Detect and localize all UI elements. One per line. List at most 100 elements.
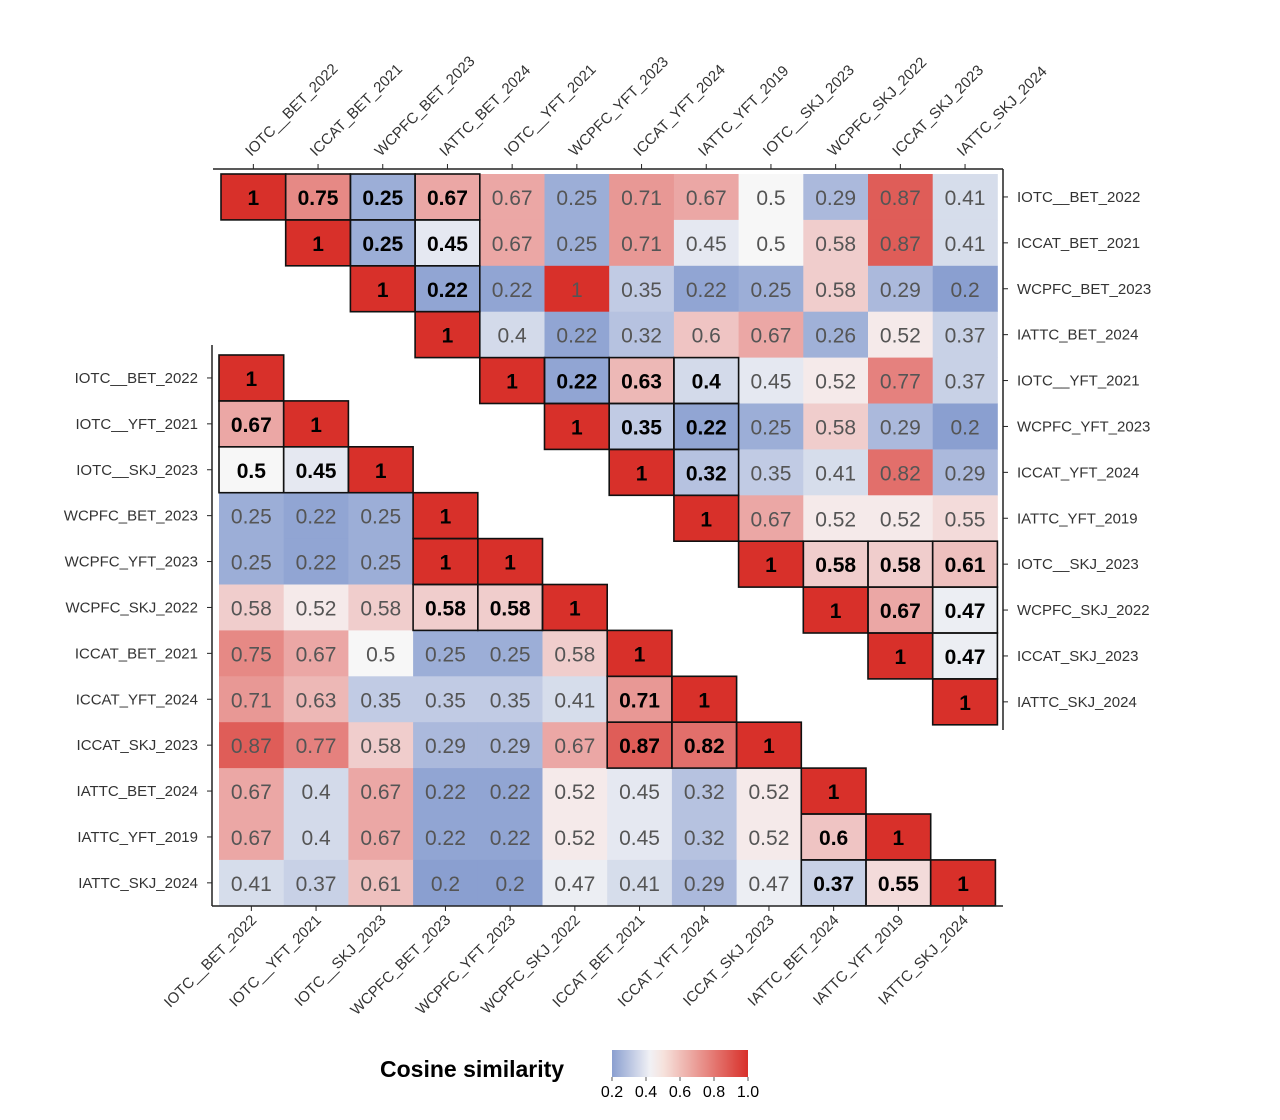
heatmap-cell bbox=[542, 676, 608, 723]
legend-tick-label: 0.6 bbox=[669, 1084, 691, 1101]
heatmap-cell bbox=[350, 219, 416, 267]
heatmap-cell bbox=[803, 495, 869, 542]
heatmap-cell bbox=[544, 265, 610, 313]
heatmap-cell bbox=[738, 449, 804, 496]
heatmap-cell bbox=[415, 174, 481, 221]
legend-tick-label: 1.0 bbox=[737, 1084, 759, 1101]
y-tick-label: WCPFC_BET_2023 bbox=[1017, 281, 1151, 298]
cell-value: 0.58 bbox=[231, 597, 272, 620]
cell-value: 0.58 bbox=[815, 554, 856, 577]
cell-value: 0.87 bbox=[231, 735, 272, 758]
cell-value: 0.2 bbox=[496, 873, 525, 896]
heatmap-cell bbox=[283, 538, 349, 585]
cell-value: 0.22 bbox=[425, 827, 466, 850]
block-outline bbox=[673, 494, 740, 542]
cell-value: 0.25 bbox=[360, 552, 401, 575]
y-tick-label: IATTC_BET_2024 bbox=[77, 783, 198, 800]
cell-value: 0.35 bbox=[751, 462, 792, 485]
heatmap-cell bbox=[738, 403, 804, 450]
heatmap-cell bbox=[803, 449, 869, 496]
heatmap-cell bbox=[673, 403, 739, 450]
heatmap-cell bbox=[219, 814, 285, 861]
heatmap-cell bbox=[803, 219, 869, 267]
cell-value: 1 bbox=[440, 506, 452, 529]
cell-value: 0.71 bbox=[231, 689, 272, 712]
cell-value: 0.75 bbox=[298, 187, 339, 210]
heatmap-cell bbox=[609, 403, 675, 450]
heatmap-cell bbox=[609, 219, 675, 267]
cell-value: 0.58 bbox=[880, 554, 921, 577]
y-tick-label: IOTC__SKJ_2023 bbox=[1017, 556, 1139, 573]
heatmap-cell bbox=[673, 265, 739, 313]
cell-value: 1 bbox=[830, 600, 842, 623]
cell-value: 0.82 bbox=[880, 462, 921, 485]
cell-value: 0.4 bbox=[692, 371, 722, 394]
heatmap-cell bbox=[930, 859, 996, 907]
heatmap-cell bbox=[866, 859, 932, 907]
cell-value: 1 bbox=[895, 646, 907, 669]
cell-value: 0.52 bbox=[554, 827, 595, 850]
heatmap-cell bbox=[477, 814, 543, 861]
cell-value: 1 bbox=[569, 597, 581, 620]
heatmap-cell bbox=[607, 768, 673, 815]
heatmap-cell bbox=[607, 676, 673, 723]
cell-value: 1 bbox=[506, 371, 518, 394]
cell-value: 0.29 bbox=[945, 462, 986, 485]
cell-value: 0.47 bbox=[945, 646, 986, 669]
heatmap-cell bbox=[479, 357, 545, 404]
cell-value: 0.5 bbox=[237, 460, 267, 483]
heatmap-cell bbox=[932, 311, 998, 358]
cell-value: 0.41 bbox=[554, 689, 595, 712]
heatmap-cell bbox=[738, 541, 804, 588]
heatmap-cell bbox=[348, 630, 414, 677]
y-tick-label: ICCAT_YFT_2024 bbox=[1017, 464, 1139, 481]
heatmap-cell bbox=[219, 630, 285, 677]
heatmap-cell bbox=[736, 722, 802, 769]
cell-value: 0.52 bbox=[749, 827, 790, 850]
cell-value: 0.35 bbox=[621, 416, 662, 439]
heatmap-cell bbox=[673, 495, 739, 542]
y-tick-label: IOTC__YFT_2021 bbox=[1017, 373, 1140, 390]
heatmap-cell bbox=[542, 630, 608, 677]
heatmap-cell bbox=[413, 768, 479, 815]
cell-value: 1 bbox=[957, 873, 969, 896]
heatmap-cell bbox=[415, 265, 481, 313]
cell-value: 0.22 bbox=[296, 552, 337, 575]
heatmap-cell bbox=[348, 722, 414, 769]
heatmap-cell bbox=[544, 403, 610, 450]
heatmap-cell bbox=[477, 676, 543, 723]
heatmap-cell bbox=[283, 630, 349, 677]
cell-value: 0.45 bbox=[427, 233, 468, 256]
heatmap-cell bbox=[221, 174, 287, 221]
heatmap-cell bbox=[607, 859, 673, 907]
y-tick-label: IOTC__BET_2022 bbox=[1017, 189, 1140, 206]
cell-value: 0.29 bbox=[880, 279, 921, 302]
cell-value: 0.58 bbox=[360, 735, 401, 758]
cell-value: 0.75 bbox=[231, 643, 272, 666]
legend-title: Cosine similarity bbox=[380, 1056, 564, 1082]
heatmap-cell bbox=[738, 357, 804, 404]
legend-ticks: 0.2 0.4 0.6 0.8 1.0 bbox=[601, 1077, 759, 1101]
upper-heatmap: 1 0.75 0.25 0.67 0.67 0.25 0.71 0.67 0.5 0.29 0.87… bbox=[213, 53, 1151, 730]
cell-value: 0.45 bbox=[296, 460, 337, 483]
y-tick-label: IATTC_YFT_2019 bbox=[1017, 510, 1138, 527]
heatmap-cell bbox=[932, 495, 998, 542]
cell-value: 0.25 bbox=[425, 643, 466, 666]
cell-value: 0.25 bbox=[362, 187, 403, 210]
cell-value: 0.58 bbox=[490, 597, 531, 620]
heatmap-cell bbox=[348, 538, 414, 585]
heatmap-cell bbox=[219, 859, 285, 907]
heatmap-cell bbox=[544, 311, 610, 358]
y-tick-label: ICCAT_SKJ_2023 bbox=[1017, 648, 1138, 665]
heatmap-cell bbox=[283, 676, 349, 723]
cell-value: 0.22 bbox=[490, 827, 531, 850]
cell-value: 0.52 bbox=[749, 781, 790, 804]
heatmap-cell bbox=[671, 722, 737, 769]
heatmap-cell bbox=[868, 219, 934, 267]
cell-value: 0.22 bbox=[296, 506, 337, 529]
cell-value: 0.29 bbox=[490, 735, 531, 758]
cell-value: 0.67 bbox=[686, 187, 727, 210]
heatmap-cell bbox=[285, 174, 351, 221]
cell-value: 1 bbox=[571, 279, 583, 302]
cell-value: 0.45 bbox=[751, 371, 792, 394]
